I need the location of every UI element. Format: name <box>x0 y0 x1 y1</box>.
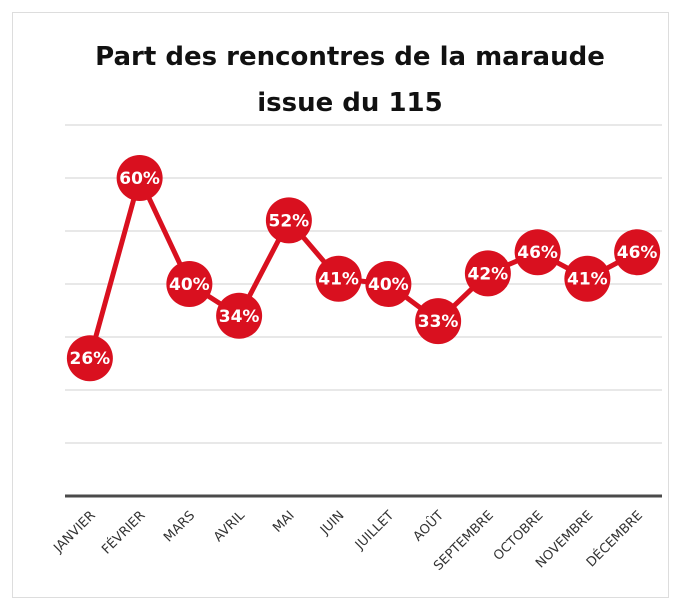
data-label: 41% <box>567 270 608 290</box>
x-tick-label: JANVIER <box>50 508 98 556</box>
marker <box>514 229 561 276</box>
data-label: 40% <box>368 275 409 295</box>
marker <box>265 197 312 244</box>
card <box>12 12 669 598</box>
marker <box>464 250 511 297</box>
marker <box>415 298 462 345</box>
marker <box>564 255 611 302</box>
data-label: 33% <box>418 312 459 332</box>
data-label: 40% <box>169 275 210 295</box>
data-label: 42% <box>468 264 509 284</box>
marker <box>365 261 412 307</box>
marker <box>66 335 113 382</box>
data-label: 46% <box>517 243 558 263</box>
chart-title: Part des rencontres de la maraude issue … <box>95 42 605 118</box>
line <box>87 175 639 359</box>
x-tick-label: AOÛT <box>410 507 447 544</box>
x-tick-label: JUILLET <box>352 508 397 553</box>
x-tick-label: MAI <box>270 508 298 536</box>
data-label: 41% <box>318 270 359 290</box>
marker <box>116 155 163 201</box>
x-tick-label: AVRIL <box>211 508 248 545</box>
marker <box>315 255 362 302</box>
marker <box>166 261 213 307</box>
data-label: 34% <box>219 307 260 327</box>
marker <box>216 292 263 339</box>
data-label: 26% <box>70 349 111 369</box>
data-label: 60% <box>119 169 160 189</box>
data-label: 52% <box>269 211 310 231</box>
x-tick-label: JUIN <box>317 508 347 538</box>
x-tick-label: FÉVRIER <box>98 508 148 558</box>
x-tick-label: MARS <box>161 508 198 545</box>
data-label: 46% <box>617 243 658 263</box>
marker <box>614 229 661 276</box>
